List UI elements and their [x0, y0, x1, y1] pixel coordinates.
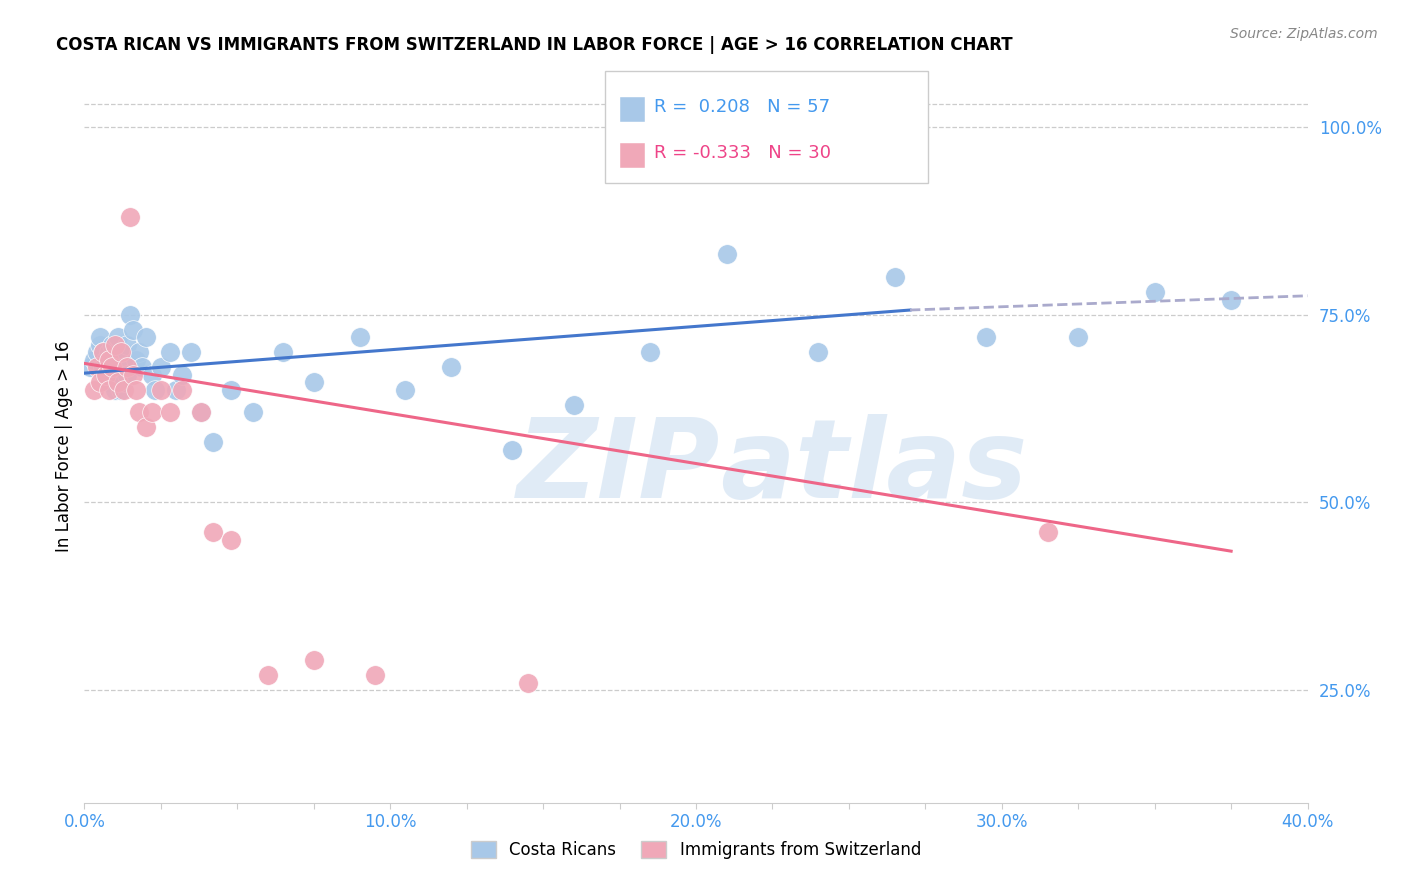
Point [219, 383, 242, 397]
Point [1220, 293, 1243, 307]
Point [172, 383, 194, 397]
Point [125, 352, 148, 367]
Point [638, 345, 661, 359]
Point [190, 405, 212, 419]
Point [86, 360, 108, 375]
Point [107, 375, 129, 389]
Point [89, 337, 111, 351]
Point [89, 330, 111, 344]
Point [107, 330, 129, 344]
Point [149, 360, 172, 375]
Point [190, 405, 212, 419]
Point [271, 345, 294, 359]
Point [141, 368, 163, 382]
Point [110, 383, 132, 397]
Point [101, 360, 124, 375]
Point [97, 352, 120, 367]
Text: atlas: atlas [720, 414, 1028, 521]
Text: R =  0.208   N = 57: R = 0.208 N = 57 [654, 97, 830, 116]
Point [349, 330, 371, 344]
Point [976, 330, 998, 344]
Text: Source: ZipAtlas.com: Source: ZipAtlas.com [1230, 27, 1378, 41]
Point [104, 337, 127, 351]
Legend: Costa Ricans, Immigrants from Switzerland: Costa Ricans, Immigrants from Switzerlan… [464, 834, 928, 866]
Point [91, 345, 114, 359]
Y-axis label: In Labor Force | Age > 16: In Labor Force | Age > 16 [55, 340, 73, 552]
Point [562, 398, 585, 412]
Text: COSTA RICAN VS IMMIGRANTS FROM SWITZERLAND IN LABOR FORCE | AGE > 16 CORRELATION: COSTA RICAN VS IMMIGRANTS FROM SWITZERLA… [56, 36, 1012, 54]
Point [104, 368, 127, 382]
Point [141, 405, 163, 419]
Point [101, 337, 124, 351]
Point [83, 383, 105, 397]
Point [1067, 330, 1090, 344]
Point [394, 383, 416, 397]
Point [104, 383, 127, 397]
Point [807, 345, 830, 359]
Point [115, 368, 138, 382]
Point [502, 442, 524, 457]
Point [97, 345, 120, 359]
Point [242, 405, 264, 419]
Point [128, 405, 150, 419]
Point [302, 375, 325, 389]
Point [115, 360, 138, 375]
Point [112, 383, 135, 397]
Point [364, 668, 387, 682]
Point [883, 270, 905, 285]
Point [112, 375, 135, 389]
Point [101, 368, 124, 382]
Point [97, 383, 120, 397]
Point [1036, 525, 1059, 540]
Point [110, 345, 132, 359]
Point [143, 383, 166, 397]
Point [159, 405, 181, 419]
Point [172, 368, 194, 382]
Point [219, 533, 242, 547]
Point [91, 345, 114, 359]
Point [165, 383, 187, 397]
Point [122, 322, 145, 336]
Point [120, 210, 142, 224]
Point [97, 360, 120, 375]
Point [149, 383, 172, 397]
Point [201, 435, 224, 450]
Point [104, 352, 127, 367]
Point [91, 360, 114, 375]
Text: R = -0.333   N = 30: R = -0.333 N = 30 [654, 144, 831, 161]
Point [115, 337, 138, 351]
Point [159, 345, 181, 359]
Point [122, 368, 145, 382]
Point [86, 345, 108, 359]
Point [135, 330, 157, 344]
Text: ZIP: ZIP [517, 414, 720, 521]
Point [120, 308, 142, 322]
Point [201, 525, 224, 540]
Point [97, 375, 120, 389]
Point [1143, 285, 1166, 299]
Point [440, 360, 463, 375]
Point [131, 360, 153, 375]
Point [94, 368, 117, 382]
Point [716, 247, 738, 261]
Point [125, 383, 148, 397]
Point [94, 352, 117, 367]
Point [128, 345, 150, 359]
Point [257, 668, 280, 682]
Point [180, 345, 202, 359]
Point [79, 360, 101, 375]
Point [302, 653, 325, 667]
Point [110, 345, 132, 359]
Point [112, 360, 135, 375]
Point [516, 675, 538, 690]
Point [107, 360, 129, 375]
Point [83, 352, 105, 367]
Point [135, 420, 157, 434]
Point [89, 375, 111, 389]
Point [94, 368, 117, 382]
